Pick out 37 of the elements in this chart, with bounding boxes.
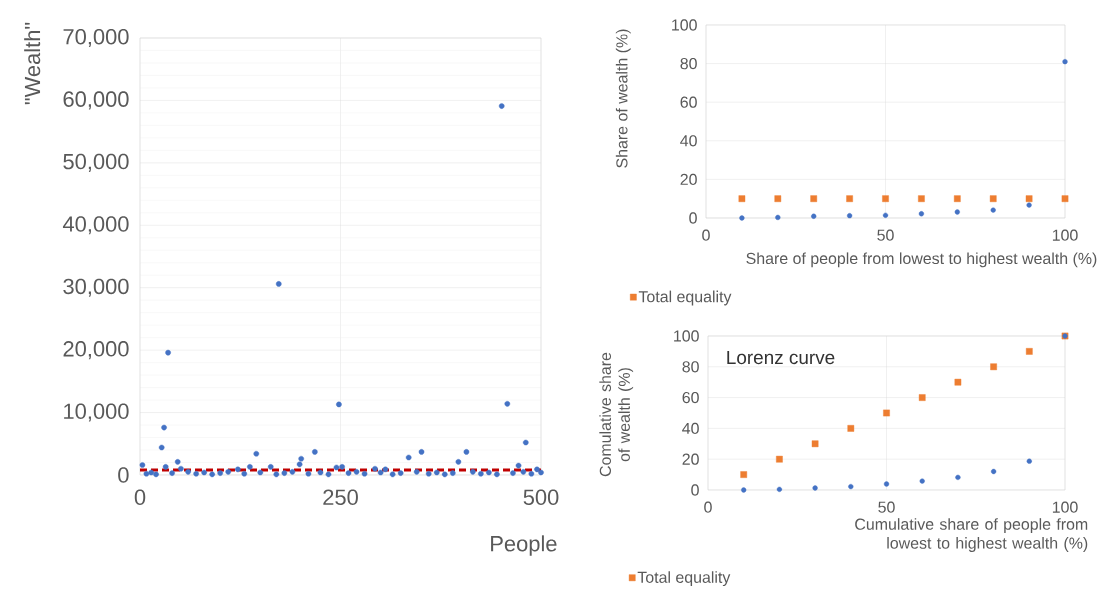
y-tick-label: 40,000 bbox=[62, 216, 129, 235]
y-tick-label: 40 bbox=[682, 422, 699, 435]
y-axis-title: Share of wealth (%) bbox=[615, 29, 631, 168]
y-tick-label: 100 bbox=[672, 19, 697, 31]
x-tick-label: 100 bbox=[1052, 229, 1078, 241]
y-tick-label: 80 bbox=[682, 361, 699, 373]
y-tick-label: 20 bbox=[682, 453, 699, 465]
x-axis-title: Share of people from lowest to highest wealth (%) bbox=[746, 252, 1097, 268]
y-tick-label: 20 bbox=[680, 173, 697, 186]
y-axis-title: "Wealth" bbox=[24, 22, 41, 105]
y-tick-label: 80 bbox=[680, 57, 697, 70]
y-tick-label: 20,000 bbox=[63, 341, 129, 360]
x-axis-title: People bbox=[491, 535, 557, 556]
x-tick-label: 250 bbox=[323, 489, 358, 506]
y-tick-label: 10,000 bbox=[64, 403, 129, 422]
x-axis-title: Cumulative share of people from lowest to highest wealth (%) bbox=[855, 518, 1088, 552]
y-tick-label: 60 bbox=[680, 96, 697, 108]
x-tick-label: 500 bbox=[523, 489, 559, 506]
x-tick-label: 0 bbox=[704, 501, 712, 513]
x-tick-label: 0 bbox=[702, 229, 710, 241]
x-tick-label: 100 bbox=[1052, 501, 1078, 513]
legend-label: Total equality bbox=[638, 290, 732, 306]
y-tick-label: 50,000 bbox=[63, 153, 129, 172]
y-tick-label: 70,000 bbox=[63, 28, 129, 48]
y-tick-label: 40 bbox=[680, 135, 697, 147]
legend-label: Total equality bbox=[637, 571, 731, 587]
y-tick-label: 100 bbox=[674, 330, 699, 342]
x-tick-label: 0 bbox=[134, 489, 146, 506]
x-tick-label: 50 bbox=[877, 229, 894, 241]
y-tick-label: 0 bbox=[118, 467, 129, 483]
y-tick-label: 60,000 bbox=[63, 91, 129, 110]
y-tick-label: 0 bbox=[689, 212, 697, 224]
y-axis-title: Comulative share of wealth (%) bbox=[599, 352, 634, 477]
y-tick-label: 60 bbox=[682, 391, 699, 404]
annotation: Lorenz curve bbox=[727, 350, 835, 365]
x-tick-label: 50 bbox=[878, 501, 895, 513]
y-tick-label: 30,000 bbox=[63, 278, 129, 297]
